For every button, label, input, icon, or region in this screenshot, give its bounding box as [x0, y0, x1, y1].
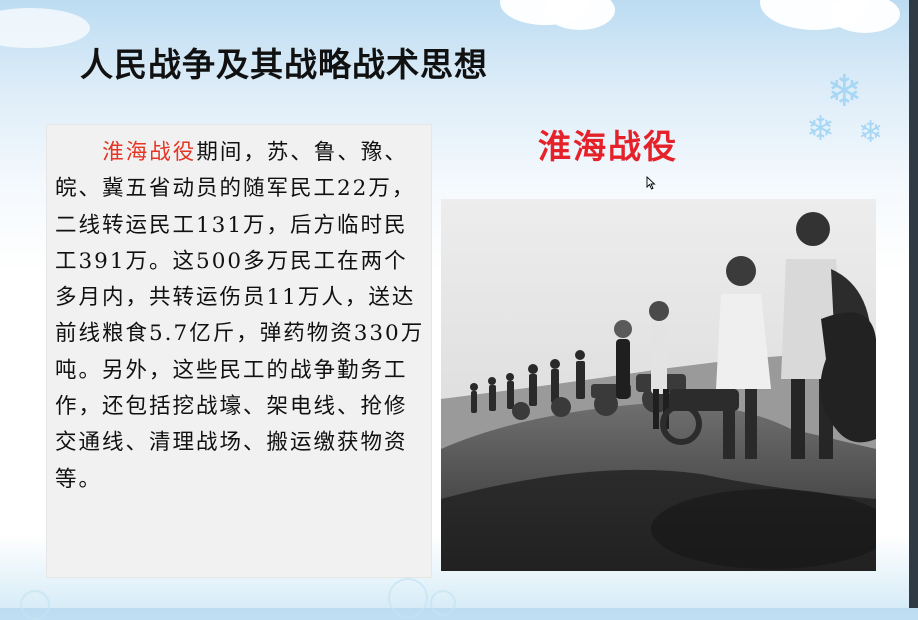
bubble-decoration	[430, 590, 456, 616]
snowflake-icon: ❄	[826, 66, 863, 117]
historical-photo	[441, 199, 876, 571]
body-text: 期间，苏、鲁、豫、皖、冀五省动员的随军民工22万，二线转运民工131万，后方临时…	[55, 140, 425, 492]
cursor-icon	[646, 176, 656, 190]
scrollbar[interactable]	[909, 0, 918, 608]
page-title: 人民战争及其战略战术思想	[80, 45, 488, 84]
highlight-text: 淮海战役	[102, 140, 197, 165]
photo-caption: 淮海战役	[538, 127, 678, 166]
text-box: 淮海战役期间，苏、鲁、豫、皖、冀五省动员的随军民工22万，二线转运民工131万，…	[46, 124, 432, 578]
snowflake-icon: ❄	[858, 115, 884, 150]
bubble-decoration	[20, 590, 50, 620]
snowflake-icon: ❄	[806, 109, 835, 149]
body-paragraph: 淮海战役期间，苏、鲁、豫、皖、冀五省动员的随军民工22万，二线转运民工131万，…	[55, 135, 425, 498]
bubble-decoration	[388, 578, 428, 618]
